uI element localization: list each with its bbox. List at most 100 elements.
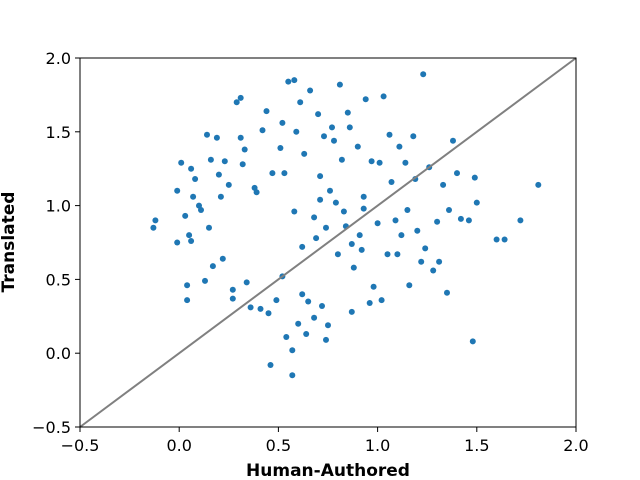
scatter-point xyxy=(297,99,304,106)
scatter-point xyxy=(457,215,464,222)
scatter-point xyxy=(233,99,240,106)
scatter-point xyxy=(265,310,272,317)
scatter-point xyxy=(388,179,395,185)
y-tick-label: 1.0 xyxy=(46,197,71,216)
x-axis-label: Human-Authored xyxy=(246,461,410,480)
x-tick-label: −0.5 xyxy=(61,436,100,455)
scatter-point xyxy=(378,297,385,304)
scatter-point xyxy=(414,227,421,234)
scatter-point xyxy=(354,143,361,150)
scatter-point xyxy=(237,134,244,141)
scatter-point xyxy=(346,124,353,131)
scatter-point xyxy=(386,131,393,138)
scatter-point xyxy=(469,338,476,345)
scatter-point xyxy=(293,128,300,135)
scatter-point xyxy=(269,170,276,177)
scatter-point xyxy=(418,258,425,265)
scatter-point xyxy=(182,212,189,219)
scatter-point xyxy=(263,108,270,115)
scatter-point xyxy=(450,137,456,144)
scatter-point xyxy=(190,193,197,200)
scatter-point xyxy=(259,127,266,134)
scatter-point xyxy=(277,145,284,151)
scatter-point xyxy=(273,297,280,304)
x-tick-label: 1.5 xyxy=(464,436,489,455)
scatter-point xyxy=(178,159,185,166)
scatter-point xyxy=(253,189,260,196)
scatter-point xyxy=(422,245,429,252)
scatter-point xyxy=(219,255,226,262)
scatter-point xyxy=(152,217,159,224)
scatter-point xyxy=(517,217,524,224)
scatter-point xyxy=(202,277,208,284)
scatter-point xyxy=(215,171,222,178)
scatter-point xyxy=(188,238,195,244)
scatter-point xyxy=(291,208,298,215)
scatter-point xyxy=(410,133,417,140)
scatter-point xyxy=(319,303,325,309)
scatter-point xyxy=(313,235,320,242)
scatter-point xyxy=(307,87,314,94)
scatter-point xyxy=(374,220,381,227)
y-tick-label: −0.5 xyxy=(32,418,71,437)
scatter-point xyxy=(434,218,441,225)
scatter-point xyxy=(206,224,212,231)
scatter-point xyxy=(279,119,286,126)
scatter-point xyxy=(311,214,318,221)
scatter-point xyxy=(311,314,318,321)
scatter-point xyxy=(229,286,236,293)
scatter-point xyxy=(243,279,250,286)
y-tick-label: 0.5 xyxy=(46,270,71,289)
scatter-point xyxy=(376,159,383,166)
scatter-point xyxy=(398,232,405,239)
scatter-point xyxy=(184,297,191,304)
scatter-point xyxy=(257,305,264,312)
scatter-point xyxy=(184,282,191,289)
scatter-point xyxy=(331,137,337,144)
scatter-point xyxy=(186,232,193,239)
scatter-point xyxy=(317,173,324,180)
scatter-point xyxy=(332,199,339,206)
scatter-point xyxy=(356,232,363,239)
scatter-point xyxy=(471,174,478,181)
scatter-point xyxy=(213,134,220,141)
scatter-point xyxy=(360,205,367,212)
x-tick-label: 1.0 xyxy=(365,436,390,455)
scatter-point xyxy=(301,150,308,157)
y-axis-label: Translated xyxy=(0,192,19,293)
scatter-point xyxy=(370,283,377,290)
scatter-point xyxy=(192,176,199,182)
x-axis-ticks: −0.5 0.0 0.5 1.0 1.5 2.0 xyxy=(61,427,589,455)
scatter-point xyxy=(402,159,409,166)
scatter-point xyxy=(237,94,244,101)
scatter-point xyxy=(501,236,508,243)
scatter-point xyxy=(362,96,369,103)
scatter-point xyxy=(291,77,298,84)
scatter-point xyxy=(221,158,228,165)
scatter-point xyxy=(440,181,447,188)
y-tick-label: 0.0 xyxy=(46,344,71,363)
scatter-point xyxy=(473,199,480,206)
scatter-point xyxy=(392,217,399,224)
scatter-point xyxy=(150,224,157,231)
y-axis-ticks: −0.5 0.0 0.5 1.0 1.5 2.0 xyxy=(32,49,80,437)
x-tick-label: 0.5 xyxy=(266,436,291,455)
scatter-point xyxy=(303,331,310,337)
y-tick-label: 2.0 xyxy=(46,49,71,68)
scatter-point xyxy=(394,251,401,258)
scatter-point xyxy=(281,170,288,177)
scatter-point xyxy=(283,334,290,340)
scatter-point xyxy=(217,193,224,200)
scatter-point xyxy=(174,187,181,194)
scatter-point xyxy=(535,181,542,188)
plot-frame xyxy=(79,57,577,428)
scatter-point xyxy=(493,236,500,243)
scatter-point xyxy=(207,156,214,163)
scatter-point xyxy=(380,93,387,100)
scatter-point xyxy=(289,372,296,379)
scatter-point xyxy=(406,282,413,289)
scatter-point xyxy=(198,207,204,213)
scatter-point xyxy=(340,208,347,215)
scatter-point xyxy=(229,295,236,302)
scatter-point xyxy=(188,165,195,172)
